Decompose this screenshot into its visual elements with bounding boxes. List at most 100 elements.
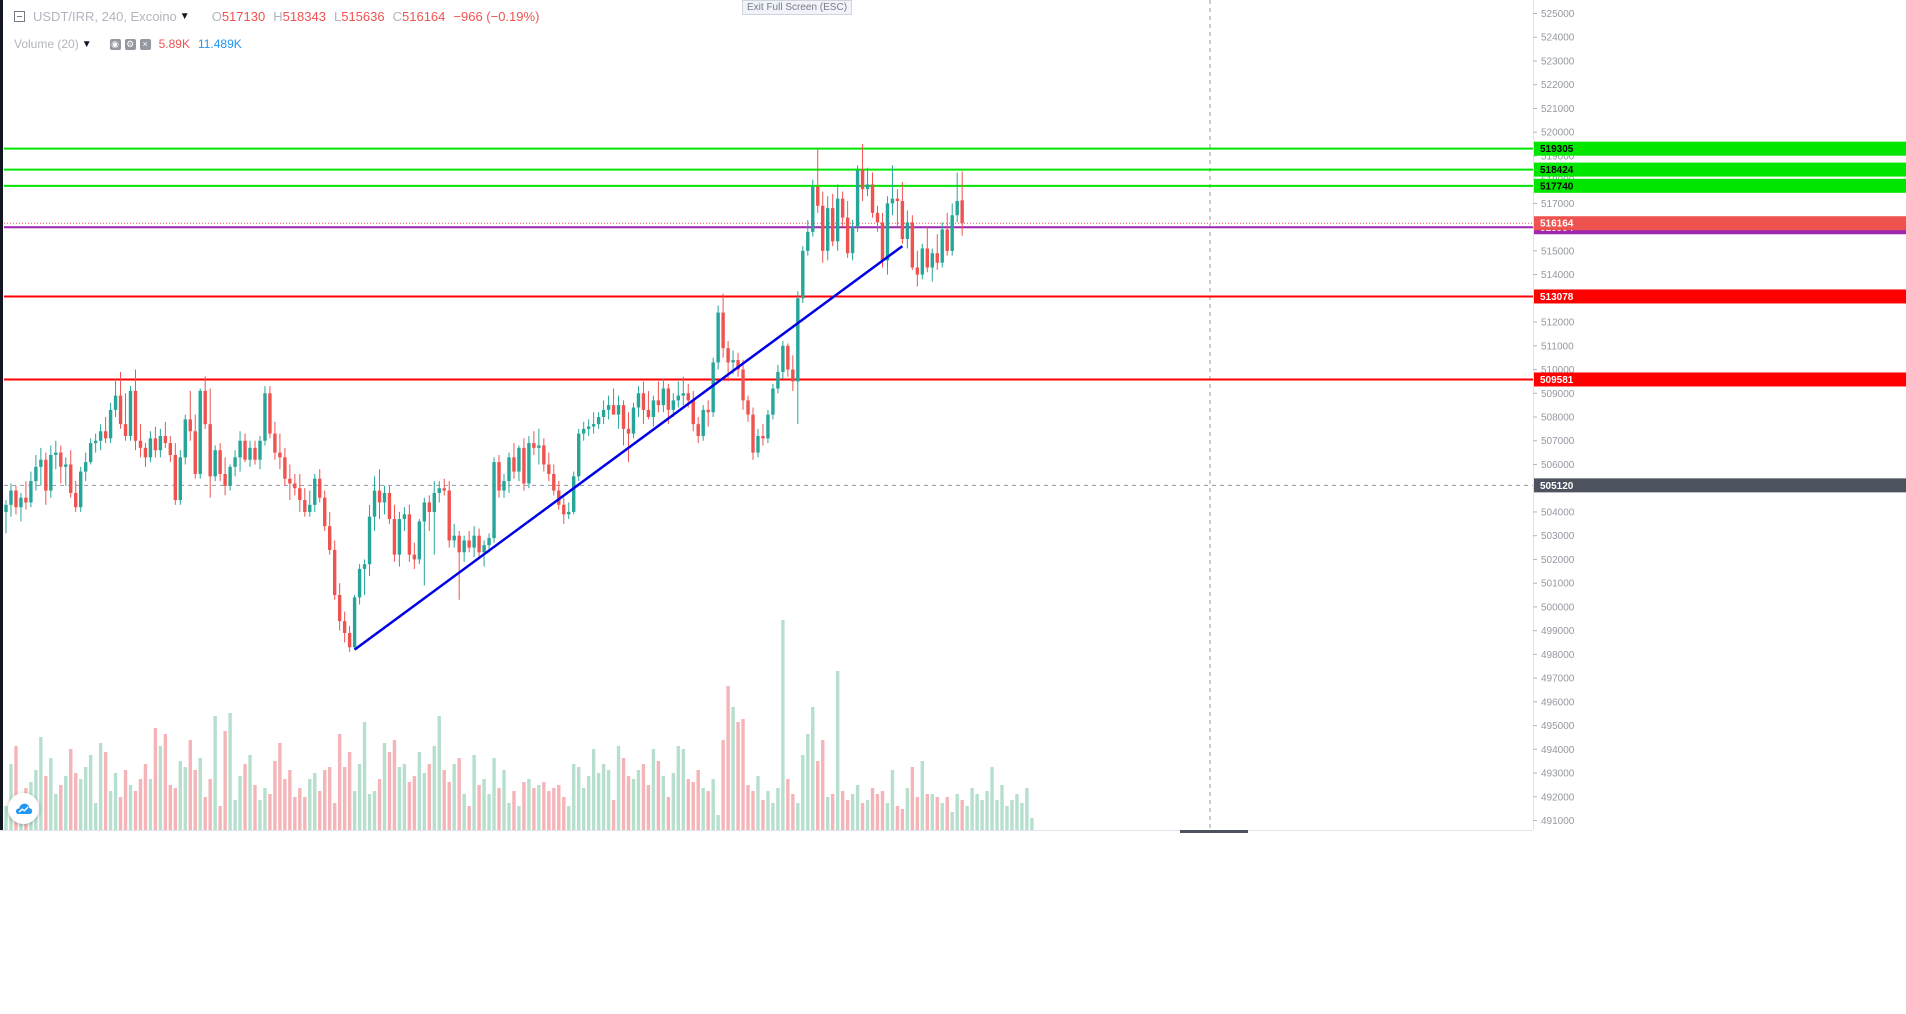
volume-bar [890, 770, 895, 830]
volume-bar [54, 794, 58, 830]
volume-bar [616, 746, 621, 830]
volume-bar [517, 806, 521, 830]
volume-bar [786, 779, 790, 830]
time-axis[interactable] [0, 830, 1906, 1014]
price-tick-label: 512000 [1541, 318, 1575, 329]
symbol-title[interactable]: USDT/IRR, 240, Excoino [33, 9, 177, 24]
candle [447, 481, 451, 548]
candle-body [253, 447, 257, 460]
candle [143, 443, 148, 467]
symbol-legend: USDT/IRR, 240, Excoino ▼ O 517130 H 5183… [14, 9, 539, 24]
volume-bar [49, 758, 53, 830]
price-tick-label: 504000 [1541, 507, 1575, 518]
volume-bar [915, 797, 920, 830]
tradingview-logo[interactable] [8, 793, 39, 824]
volume-bar [676, 746, 680, 830]
candle [522, 438, 526, 491]
candle-body [711, 362, 715, 413]
volume-bar [1025, 788, 1029, 830]
volume-bar [746, 785, 750, 830]
volume-bar [711, 779, 715, 830]
candle-body [716, 312, 720, 363]
candle-body [357, 568, 362, 598]
candle-body [382, 492, 387, 503]
candle-body [427, 502, 431, 512]
volume-legend: Volume (20) ▼ ◉ ⚙ × 5.89K 11.489K [14, 37, 242, 51]
candle [537, 428, 541, 465]
close-icon[interactable]: × [139, 38, 151, 50]
candle-body [467, 540, 471, 548]
chevron-down-icon[interactable]: ▼ [179, 11, 190, 22]
price-tick-label: 494000 [1541, 745, 1575, 756]
candle [59, 445, 63, 484]
level-price-tag: 519305 [1534, 141, 1906, 156]
candle [865, 167, 870, 197]
volume-bar [801, 755, 805, 830]
crosshair-time-tag [1180, 830, 1248, 833]
candle-body [517, 447, 521, 472]
trendline-layer[interactable] [353, 245, 904, 651]
eye-icon[interactable]: ◉ [109, 38, 121, 50]
volume-bar [512, 791, 516, 830]
candle [298, 473, 302, 512]
candle [278, 433, 282, 470]
candle-body [766, 414, 770, 439]
candle-body [930, 253, 934, 268]
candle [462, 535, 466, 562]
volume-bar [661, 776, 666, 830]
candle [432, 481, 436, 555]
candle-body [168, 443, 173, 455]
candle-body [243, 440, 247, 460]
candle [816, 148, 820, 213]
candle [49, 445, 53, 498]
volume-title[interactable]: Volume (20) [14, 37, 79, 51]
candle-body [452, 535, 456, 541]
volume-bar [557, 785, 561, 830]
candle [253, 440, 257, 465]
price-tick-label: 506000 [1541, 460, 1575, 471]
crosshair-price-tag-label: 505120 [1540, 481, 1574, 492]
volume-bar [467, 806, 471, 830]
candle [288, 464, 292, 501]
candle-body [761, 435, 765, 439]
candle [223, 457, 227, 496]
candle-body [69, 464, 73, 493]
candle [293, 473, 297, 496]
volume-bar [870, 788, 875, 830]
volume-bar [437, 716, 441, 830]
exit-fullscreen-button[interactable]: Exit Full Screen (ESC) [742, 0, 853, 15]
open-value: 517130 [221, 9, 266, 24]
volume-bar [776, 788, 780, 830]
candle [636, 386, 641, 417]
crosshair-price-tag-bg [1534, 478, 1906, 493]
candle-body [88, 443, 93, 463]
volume-bar [268, 794, 272, 830]
volume-bar [293, 797, 297, 830]
candle [347, 625, 352, 652]
volume-bar [283, 779, 287, 830]
candle [581, 421, 586, 441]
candle [616, 395, 621, 429]
candle-body [367, 516, 372, 565]
candle [427, 495, 431, 531]
candle-body [736, 360, 740, 370]
gear-icon[interactable]: ⚙ [124, 38, 136, 50]
candle-body [681, 393, 685, 396]
volume-bar [681, 749, 685, 830]
volume-bar [895, 806, 900, 830]
volume-bar [875, 794, 880, 830]
close-value: 516164 [402, 9, 446, 24]
volume-bar [860, 803, 865, 830]
candle [183, 414, 187, 465]
candle [925, 227, 929, 273]
chevron-down-icon[interactable]: ▼ [81, 38, 92, 50]
volume-bar [372, 791, 377, 830]
candle [54, 440, 58, 470]
candle-body [616, 405, 621, 415]
volume-bar [1000, 785, 1004, 830]
trendline[interactable] [353, 245, 904, 651]
collapse-square-icon[interactable] [14, 11, 25, 22]
candle-body [821, 205, 825, 251]
